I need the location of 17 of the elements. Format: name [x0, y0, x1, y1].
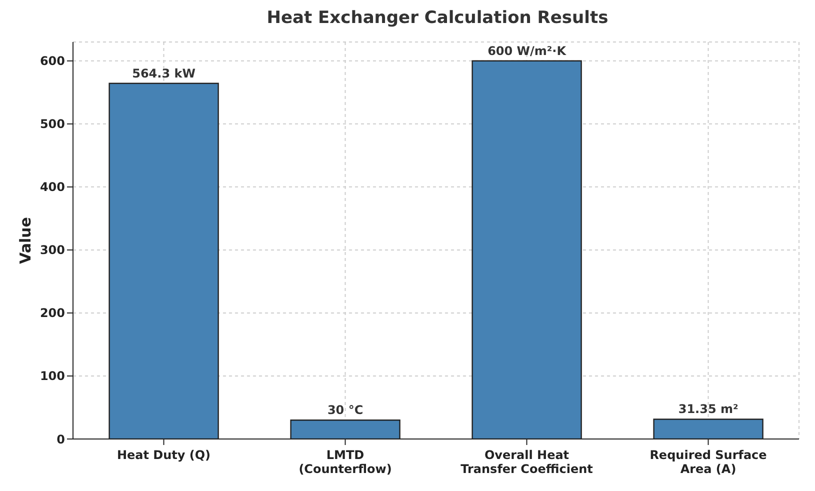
x-tick-label: Overall Heat Transfer Coefficient — [460, 448, 594, 476]
data-label: 31.35 m² — [678, 402, 738, 416]
data-label: 564.3 kW — [132, 66, 196, 80]
y-tick-label: 200 — [40, 306, 65, 320]
x-tick-label: LMTD (Counterflow) — [298, 448, 392, 476]
y-tick-label: 100 — [40, 369, 65, 384]
y-tick-label: 0 — [56, 432, 65, 446]
x-tick-label: Heat Duty (Q) — [116, 448, 211, 462]
data-label: 30 °C — [327, 403, 364, 418]
chart-title: Heat Exchanger Calculation Results — [266, 8, 610, 30]
y-tick-label: 600 — [40, 54, 65, 68]
y-tick-label: 500 — [40, 117, 65, 132]
data-label: 600 W/m²·K — [488, 44, 567, 58]
y-tick-label: 300 — [40, 243, 65, 258]
y-tick-label: 400 — [40, 180, 65, 194]
y-axis-title: Value — [16, 217, 34, 264]
x-tick-label: Required Surface Area (A) — [650, 448, 767, 476]
